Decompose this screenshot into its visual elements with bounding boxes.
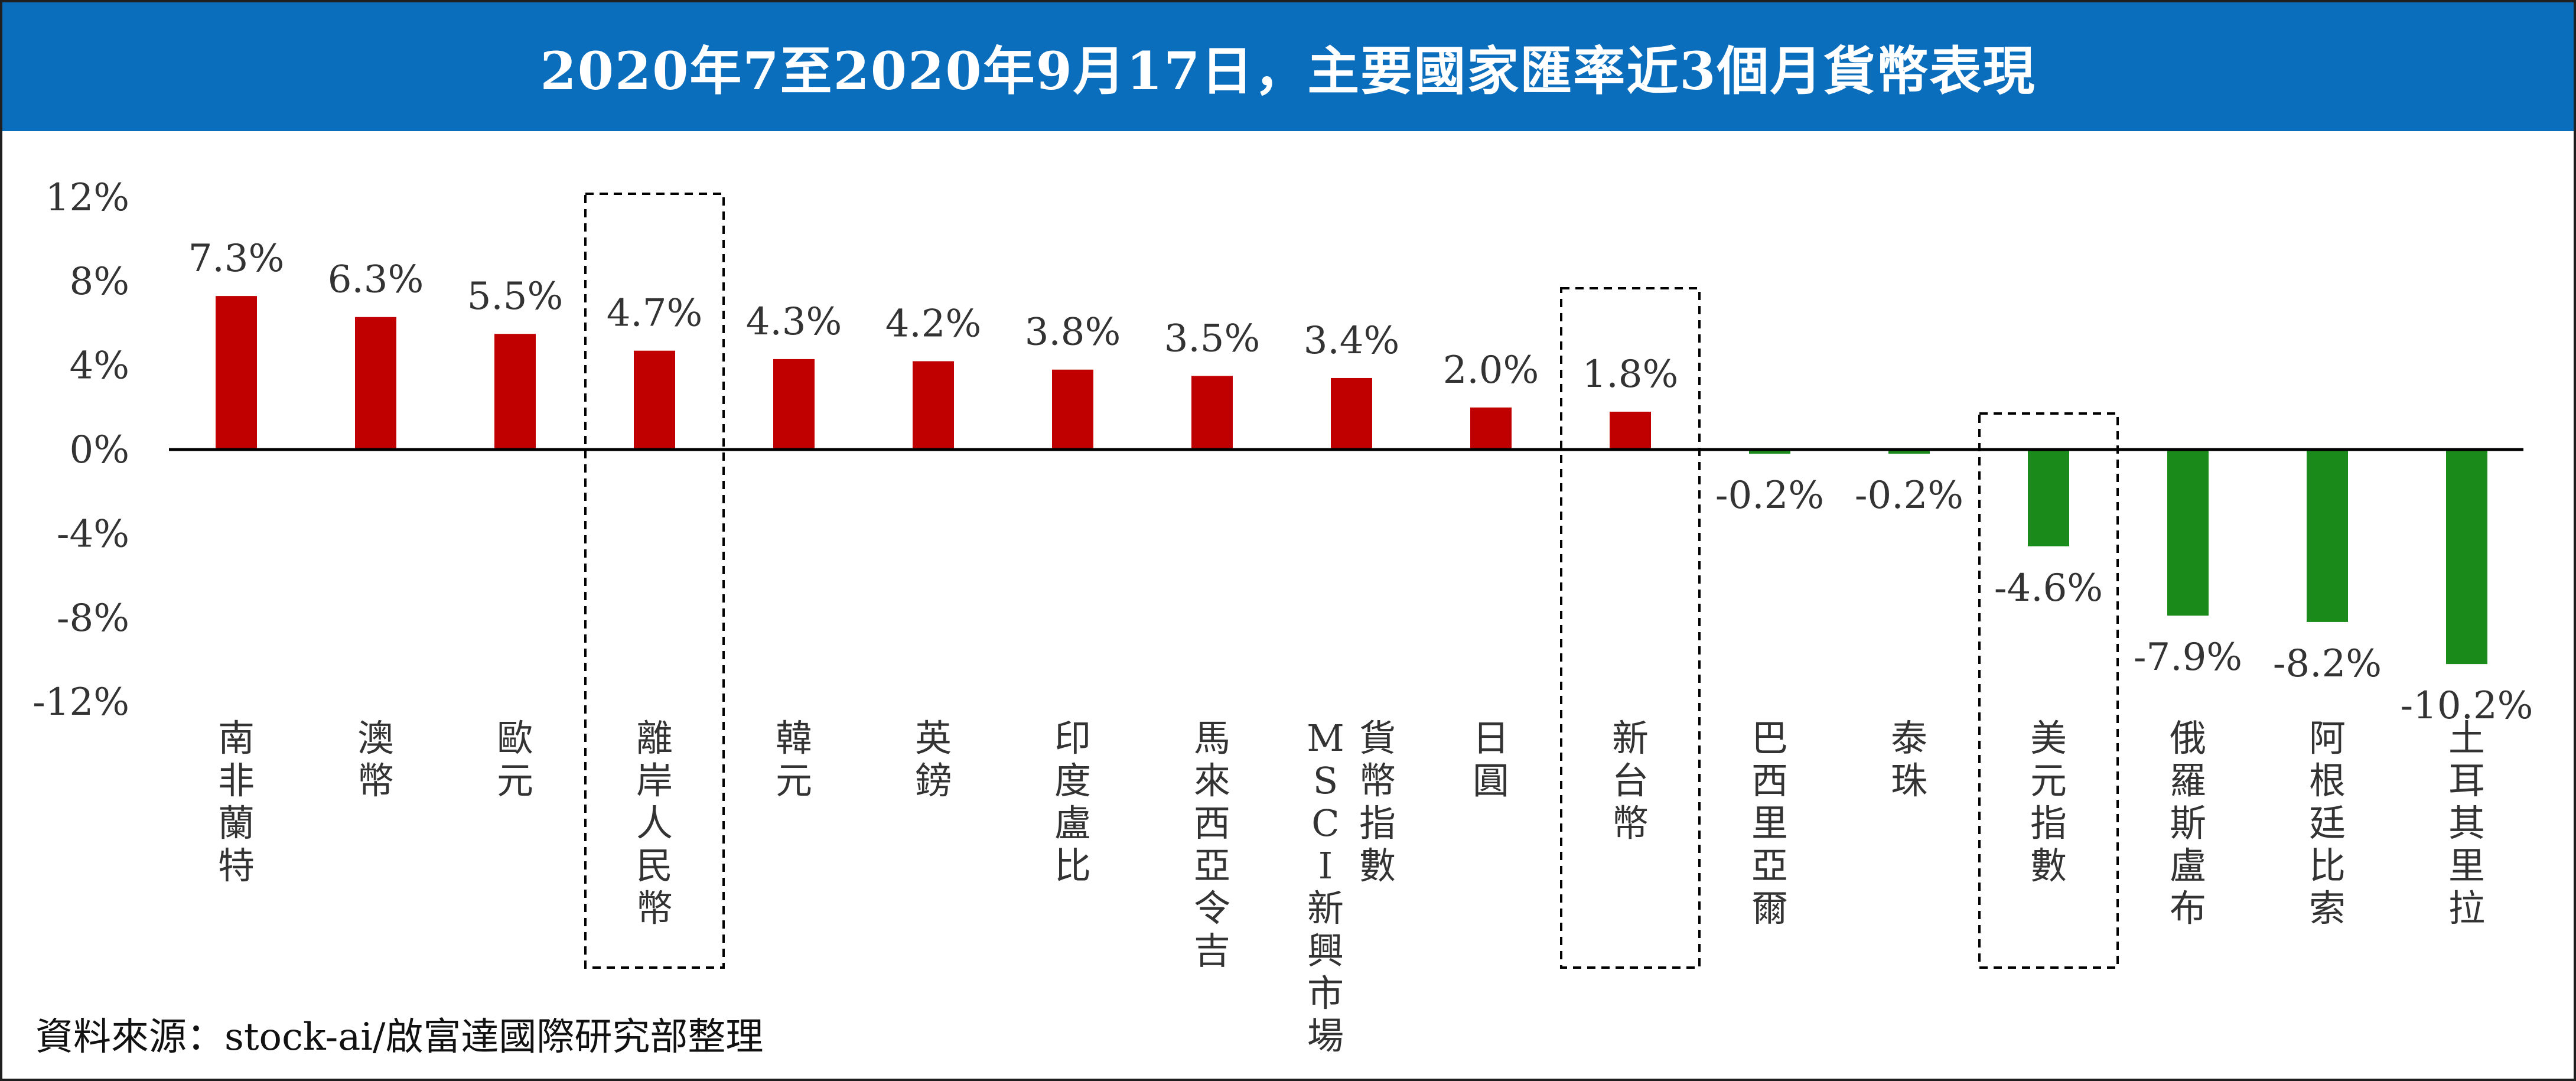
- y-tick-label: -12%: [32, 680, 129, 724]
- bar: [634, 350, 675, 450]
- source-note: 資料來源：stock-ai/啟富達國際研究部整理: [35, 1015, 764, 1059]
- y-tick-label: 0%: [69, 428, 129, 472]
- category-label: 馬來西亞令吉: [1194, 717, 1230, 972]
- category-label: 日圓: [1473, 717, 1509, 802]
- data-label: -4.6%: [1994, 566, 2103, 610]
- category-label: 離岸人民幣: [636, 717, 673, 930]
- bar: [1191, 376, 1233, 450]
- highlight-box: [1978, 412, 2119, 969]
- bar: [494, 334, 536, 450]
- data-label: 4.7%: [607, 292, 703, 336]
- category-label: 阿根廷比索: [2309, 717, 2346, 930]
- data-label: 3.4%: [1304, 319, 1400, 363]
- highlight-box: [584, 193, 725, 969]
- bar: [2446, 450, 2487, 665]
- category-label: M S C I 新興市場貨幣指數: [1307, 717, 1396, 1057]
- chart-title: 2020年7至2020年9月17日，主要國家匯率近3個月貨幣表現: [540, 40, 2036, 102]
- bar: [2028, 450, 2069, 546]
- data-label: -7.9%: [2134, 636, 2242, 679]
- category-label: 澳幣: [357, 717, 394, 802]
- y-tick-label: 4%: [69, 344, 129, 388]
- bar: [773, 359, 815, 450]
- category-label: 印度盧比: [1054, 717, 1091, 887]
- data-label: -0.2%: [1855, 474, 1963, 517]
- category-label: 英鎊: [915, 717, 952, 802]
- data-label: 7.3%: [188, 237, 285, 281]
- bar: [216, 296, 257, 450]
- category-label: 歐元: [497, 717, 533, 802]
- bar: [2167, 450, 2209, 616]
- data-label: 3.5%: [1164, 317, 1261, 360]
- bar: [1052, 369, 1093, 450]
- bar: [2307, 450, 2348, 622]
- bar: [913, 361, 954, 450]
- data-label: -8.2%: [2273, 642, 2382, 686]
- category-label: 俄羅斯盧布: [2170, 717, 2206, 930]
- data-label: -10.2%: [2401, 684, 2533, 728]
- y-tick-label: -8%: [57, 597, 129, 640]
- title-bar: 2020年7至2020年9月17日，主要國家匯率近3個月貨幣表現: [2, 2, 2574, 131]
- bar: [1331, 377, 1372, 450]
- bar: [1470, 407, 1512, 450]
- category-label: 南非蘭特: [218, 717, 255, 887]
- data-label: 4.2%: [885, 302, 982, 346]
- highlight-box: [1560, 287, 1701, 969]
- bar: [1888, 450, 1930, 454]
- category-label: 巴西里亞爾: [1751, 717, 1788, 930]
- data-label: 1.8%: [1582, 353, 1679, 396]
- y-tick-label: 8%: [69, 260, 129, 304]
- bar: [355, 317, 396, 450]
- data-label: 6.3%: [328, 258, 424, 302]
- bar: [1610, 411, 1651, 450]
- category-label: 新台幣: [1612, 717, 1649, 845]
- category-label: 土耳其里拉: [2448, 717, 2485, 930]
- category-label: 泰珠: [1891, 717, 1927, 802]
- data-label: 5.5%: [467, 275, 564, 318]
- data-label: -0.2%: [1715, 474, 1824, 517]
- data-label: 4.3%: [746, 300, 842, 344]
- data-label: 2.0%: [1443, 349, 1539, 392]
- category-label: 韓元: [776, 717, 812, 802]
- y-tick-label: -4%: [57, 512, 129, 556]
- data-label: 3.8%: [1025, 311, 1121, 354]
- category-label: 美元指數: [2030, 717, 2067, 887]
- y-tick-label: 12%: [45, 176, 129, 220]
- bar: [1749, 450, 1790, 454]
